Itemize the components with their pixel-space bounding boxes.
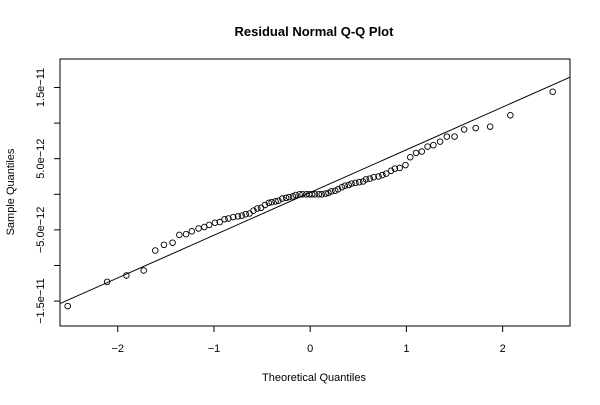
data-point: [443, 133, 451, 140]
data-point: [311, 191, 319, 198]
data-point: [160, 241, 168, 249]
data-point: [246, 210, 253, 217]
data-point: [225, 215, 232, 222]
data-point: [242, 210, 249, 218]
data-point: [348, 180, 355, 187]
data-point: [387, 167, 395, 175]
data-point: [460, 126, 468, 133]
data-point: [430, 141, 437, 149]
data-point: [205, 221, 213, 229]
data-point: [229, 213, 237, 221]
data-point: [366, 175, 374, 182]
data-point: [216, 218, 223, 226]
y-axis: −1.5e−11 −5.0e−12 5.0e−12 1.5e−11: [35, 68, 60, 324]
data-point: [169, 239, 176, 246]
data-point: [211, 219, 219, 227]
data-point: [123, 272, 130, 279]
plot-frame: [59, 58, 571, 327]
x-tick-label: −1: [208, 343, 221, 355]
data-point: [396, 164, 403, 172]
data-point: [261, 201, 269, 209]
data-point: [188, 228, 196, 235]
data-point: [285, 193, 293, 201]
data-point: [352, 179, 359, 187]
y-tick-label: −1.5e−11: [35, 278, 47, 324]
data-point: [221, 215, 228, 223]
data-point: [279, 195, 286, 202]
data-point: [507, 111, 514, 119]
data-point: [275, 197, 282, 204]
points-layer: [64, 88, 556, 310]
data-point: [382, 170, 390, 177]
data-point: [238, 212, 246, 219]
data-point: [282, 194, 290, 202]
data-point: [265, 199, 273, 207]
data-point: [362, 176, 370, 183]
data-point: [140, 267, 147, 274]
data-point: [272, 198, 279, 205]
data-point: [328, 188, 335, 195]
y-tick-label: −5.0e−12: [35, 207, 47, 254]
data-point: [103, 278, 111, 286]
y-tick-label: 1.5e−11: [35, 68, 47, 107]
data-point: [334, 186, 342, 193]
x-tick-label: −2: [111, 343, 124, 355]
x-tick-label: 1: [403, 343, 409, 355]
data-point: [315, 191, 323, 198]
data-point: [152, 247, 159, 254]
x-axis-label: Theoretical Quantiles: [262, 372, 366, 384]
x-tick-label: 0: [307, 343, 313, 355]
data-point: [472, 124, 479, 132]
data-point: [356, 178, 363, 186]
data-point: [254, 205, 261, 212]
data-point: [250, 207, 257, 214]
data-point: [451, 133, 458, 140]
data-point: [292, 191, 300, 199]
data-point: [549, 88, 556, 96]
chart-title: Residual Normal Q-Q Plot: [235, 24, 395, 39]
data-point: [407, 154, 414, 161]
data-point: [318, 191, 325, 198]
reference-line-layer: [59, 76, 571, 305]
data-point: [234, 213, 242, 220]
data-point: [375, 173, 382, 180]
data-point: [182, 230, 190, 238]
data-point: [322, 190, 329, 197]
x-axis: −2 −1 0 1 2: [111, 326, 506, 355]
data-point: [341, 182, 349, 189]
data-point: [308, 191, 316, 198]
data-point: [299, 191, 306, 198]
data-point: [296, 191, 303, 198]
data-point: [436, 138, 444, 145]
data-point: [486, 123, 494, 130]
y-tick-label: 5.0e−12: [35, 139, 47, 179]
data-point: [418, 148, 426, 155]
data-point: [268, 198, 275, 206]
x-tick-label: 2: [500, 343, 506, 355]
data-point: [379, 171, 386, 179]
data-point: [176, 231, 183, 239]
y-axis-label: Sample Quantiles: [5, 148, 17, 235]
data-point: [64, 302, 71, 310]
data-point: [195, 225, 202, 232]
data-point: [391, 165, 399, 172]
qq-reference-line: [59, 76, 571, 305]
data-point: [402, 161, 409, 169]
data-point: [370, 173, 377, 181]
data-point: [412, 149, 420, 157]
data-point: [424, 143, 431, 150]
data-point: [257, 204, 265, 212]
